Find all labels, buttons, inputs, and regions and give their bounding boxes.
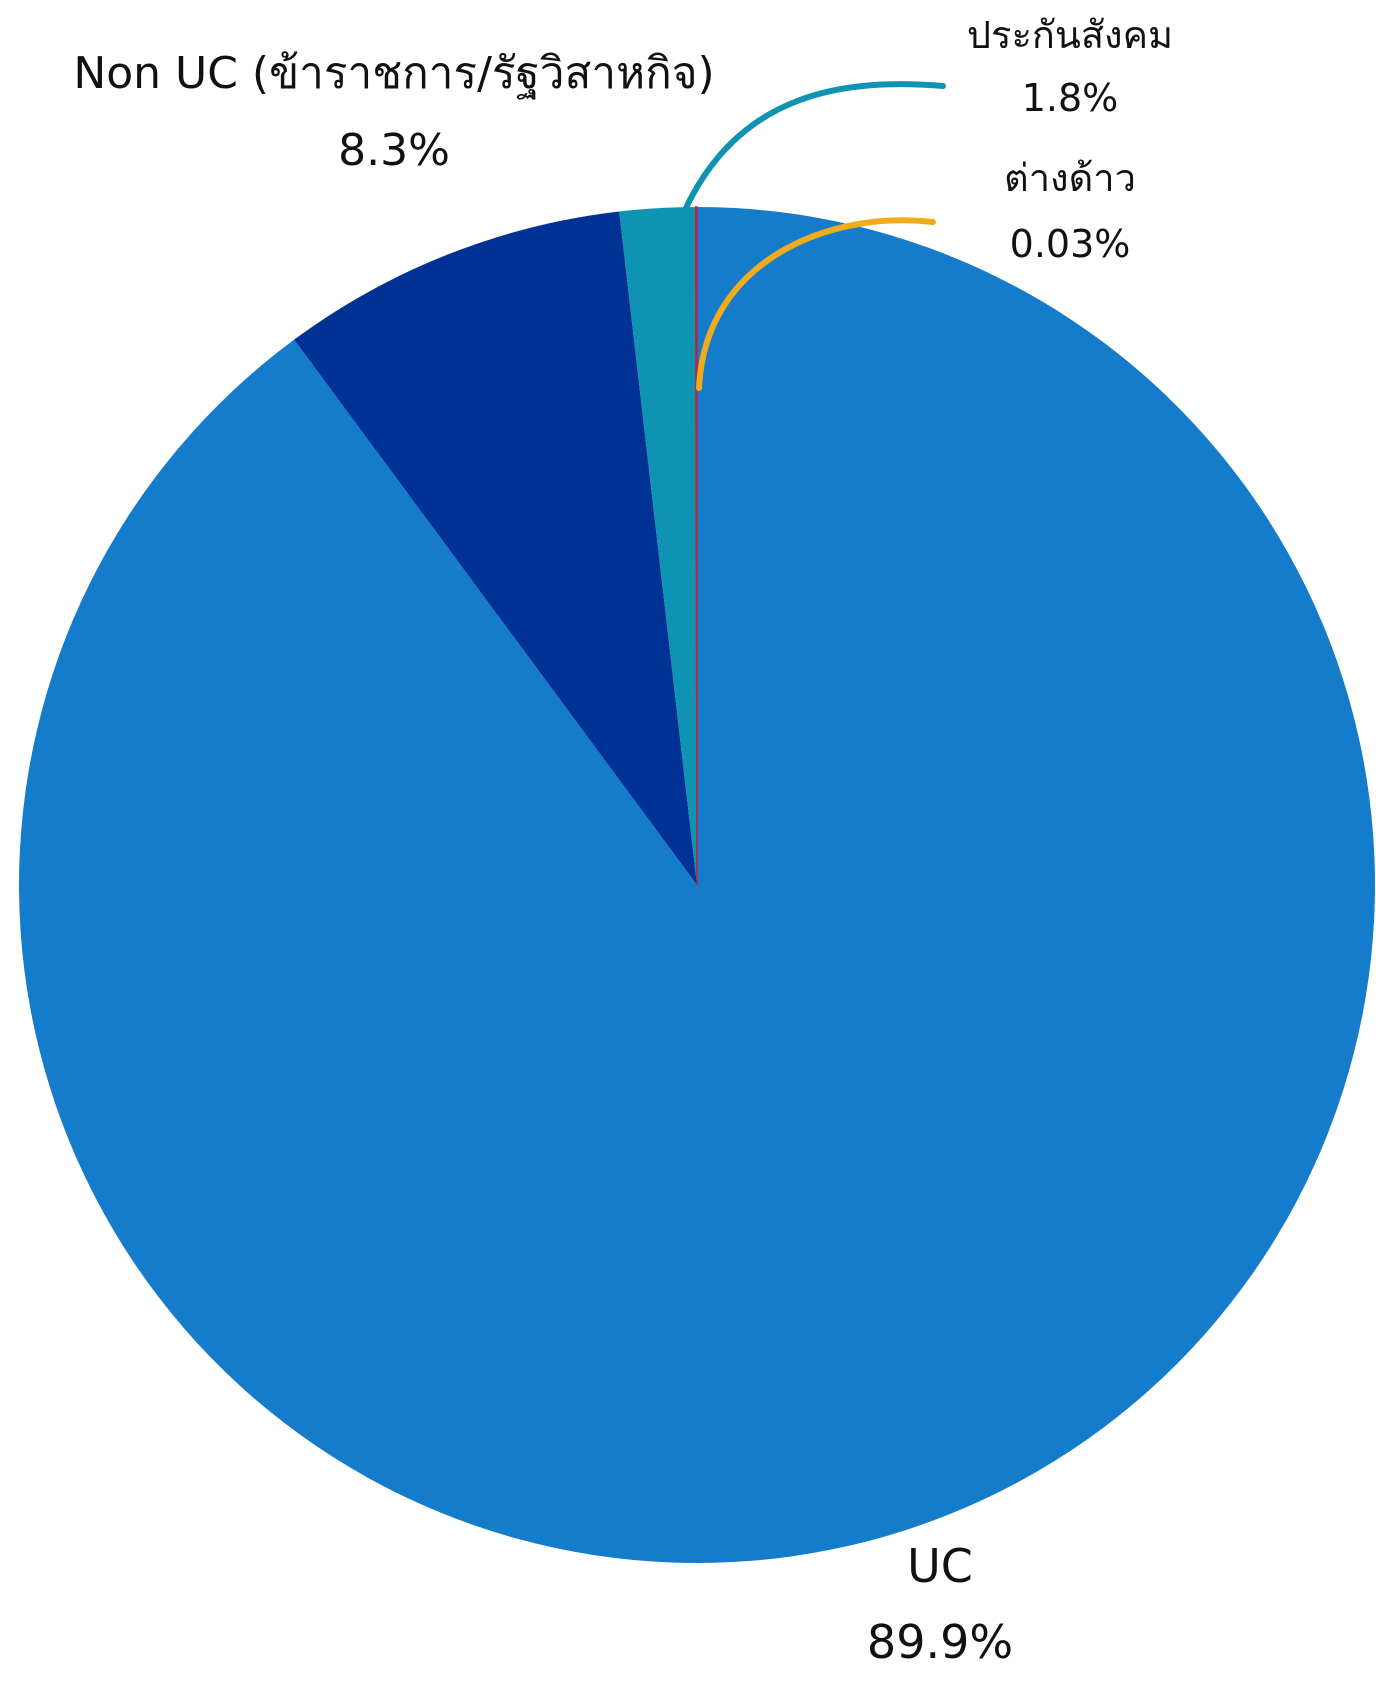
slice-label-0: UC xyxy=(907,1539,973,1593)
slice-label-1: Non UC (ข้าราชการ/รัฐวิสาหกิจ) xyxy=(73,48,714,99)
slice-value-3: 0.03% xyxy=(1010,222,1131,266)
slice-label-3: ต่างด้าว xyxy=(1004,156,1136,200)
callout-lines xyxy=(682,81,946,391)
slice-value-1: 8.3% xyxy=(338,125,450,176)
pie-slice-3 xyxy=(694,206,698,886)
slice-labels: UC 89.9% Non UC (ข้าราชการ/รัฐวิสาหกิจ) 8.3… xyxy=(73,13,1173,1669)
pie-slice-1 xyxy=(294,211,697,886)
pie-slice-2 xyxy=(619,207,697,885)
slice-value-0: 89.9% xyxy=(867,1615,1013,1669)
callout-line-3 xyxy=(696,217,936,391)
pie-slices xyxy=(18,206,1375,1563)
slice-label-2: ประกันสังคม xyxy=(967,13,1173,57)
slice-value-2: 1.8% xyxy=(1022,76,1119,120)
callout-line-2 xyxy=(682,81,946,213)
